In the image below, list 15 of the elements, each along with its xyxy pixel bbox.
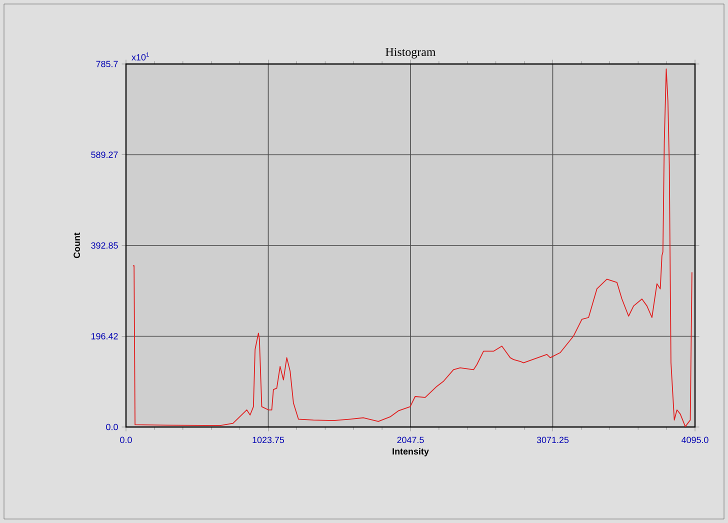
x-tick-label: 1023.75 [252,436,284,444]
y-tick-label: 589.27 [91,152,118,158]
line-series [132,68,692,427]
y-tick-label: 785.7 [96,60,118,68]
y-tick-label: 392.85 [91,242,118,249]
text: x10$^{1}$ [132,52,150,60]
y-tick-label: 0.0 [106,424,118,430]
x-tick-label: 3071.25 [536,436,569,444]
y-tick-label: 196.42 [91,333,118,340]
y-axis-title: Count [74,232,80,258]
x-axis-title: Intensity [392,448,429,456]
chart-title: Histogram [386,48,436,58]
x-tick-label: 2047.5 [397,436,424,444]
x-tick-label: 4095.0 [682,436,708,444]
x-tick-label: 0.0 [120,436,132,444]
